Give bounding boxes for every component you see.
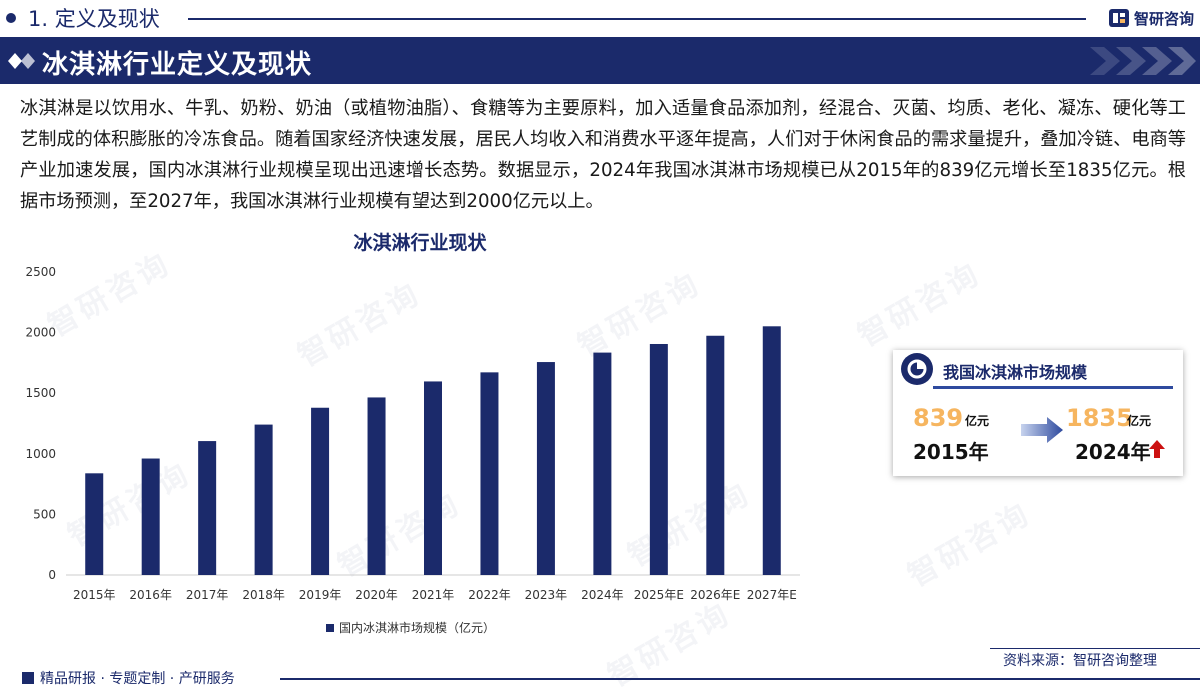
bar bbox=[141, 458, 160, 575]
x-tick-label: 2016年 bbox=[129, 588, 172, 602]
x-tick-label: 2015年 bbox=[73, 588, 116, 602]
banner-title: 冰淇淋行业定义及现状 bbox=[42, 50, 313, 80]
bullet-dot-icon bbox=[6, 13, 16, 23]
chevrons-decoration-icon bbox=[1090, 47, 1196, 75]
legend-label: 国内冰淇淋市场规模（亿元） bbox=[339, 621, 496, 635]
card-title: 我国冰淇淋市场规模 bbox=[943, 363, 1088, 382]
chart-pie-icon bbox=[901, 353, 933, 385]
x-tick-label: 2024年 bbox=[581, 588, 624, 602]
watermark: 智研咨询 bbox=[902, 495, 1038, 595]
from-year: 2015年 bbox=[913, 440, 989, 464]
bar bbox=[198, 441, 217, 575]
bar-chart: 0 500 1000 1500 2000 2500 2015年 2016年 2017年 2018年… bbox=[25, 265, 800, 602]
brand: 智研咨询 bbox=[1108, 5, 1194, 31]
y-tick-label: 500 bbox=[33, 507, 56, 521]
bar bbox=[480, 372, 499, 575]
card-header: 我国冰淇淋市场规模 bbox=[893, 350, 1183, 389]
bar bbox=[536, 362, 555, 575]
brand-logo-icon bbox=[1109, 9, 1129, 27]
x-tick-label: 2022年 bbox=[468, 588, 511, 602]
x-tick-label: 2021年 bbox=[412, 588, 455, 602]
header-divider bbox=[188, 18, 1086, 20]
intro-paragraph: 冰淇淋是以饮用水、牛乳、奶粉、奶油（或植物油脂）、食糖等为主要原料，加入适量食品… bbox=[20, 98, 1186, 212]
footer-square-icon bbox=[22, 672, 34, 684]
footer-text: 精品研报 · 专题定制 · 产研服务 bbox=[40, 671, 235, 687]
to-value: 1835 bbox=[1066, 404, 1133, 432]
x-tick-label: 2027年E bbox=[747, 588, 797, 602]
x-tick-label: 2026年E bbox=[690, 588, 740, 602]
chart-title: 冰淇淋行业现状 bbox=[353, 232, 487, 254]
footer-divider bbox=[280, 678, 1200, 680]
bar bbox=[424, 381, 442, 575]
y-tick-label: 2500 bbox=[25, 265, 56, 279]
bar bbox=[762, 326, 781, 575]
bar bbox=[649, 343, 668, 575]
bar bbox=[85, 473, 104, 575]
market-size-card: 我国冰淇淋市场规模 839 亿元 2015年 1835 亿元 2024年 bbox=[893, 350, 1183, 476]
source-divider bbox=[990, 648, 1200, 649]
x-tick-label: 2020年 bbox=[355, 588, 398, 602]
to-year: 2024年 bbox=[1075, 440, 1151, 464]
bar bbox=[706, 335, 725, 575]
diamond-icon bbox=[8, 53, 35, 69]
x-tick-label: 2018年 bbox=[242, 588, 285, 602]
brand-name: 智研咨询 bbox=[1134, 9, 1195, 28]
source-note: 资料来源：智研咨询整理 bbox=[1003, 653, 1157, 669]
title-banner: 冰淇淋行业定义及现状 bbox=[0, 37, 1200, 84]
footer: 精品研报 · 专题定制 · 产研服务 bbox=[0, 666, 1200, 690]
bar bbox=[367, 397, 386, 575]
right-arrow-icon bbox=[1021, 417, 1063, 443]
x-tick-label: 2025年E bbox=[634, 588, 684, 602]
up-arrow-icon bbox=[1149, 440, 1165, 458]
bar bbox=[311, 407, 330, 575]
section-title: 1. 定义及现状 bbox=[28, 7, 160, 31]
x-tick-label: 2017年 bbox=[186, 588, 229, 602]
chart-legend: 国内冰淇淋市场规模（亿元） bbox=[326, 619, 495, 636]
from-value: 839 bbox=[913, 404, 964, 432]
bar bbox=[593, 352, 612, 575]
y-tick-label: 1500 bbox=[25, 386, 56, 400]
x-tick-label: 2019年 bbox=[299, 588, 342, 602]
watermark: 智研咨询 bbox=[852, 255, 988, 355]
bar bbox=[254, 424, 273, 575]
top-header: 1. 定义及现状 智研咨询 bbox=[0, 0, 1200, 36]
y-tick-label: 2000 bbox=[25, 326, 56, 340]
legend-swatch bbox=[326, 623, 334, 632]
from-unit: 亿元 bbox=[965, 414, 990, 428]
card-divider bbox=[933, 386, 1173, 389]
x-tick-label: 2023年 bbox=[525, 588, 568, 602]
y-tick-label: 1000 bbox=[25, 447, 56, 461]
to-unit: 亿元 bbox=[1127, 414, 1152, 428]
y-tick-label: 0 bbox=[48, 568, 56, 582]
